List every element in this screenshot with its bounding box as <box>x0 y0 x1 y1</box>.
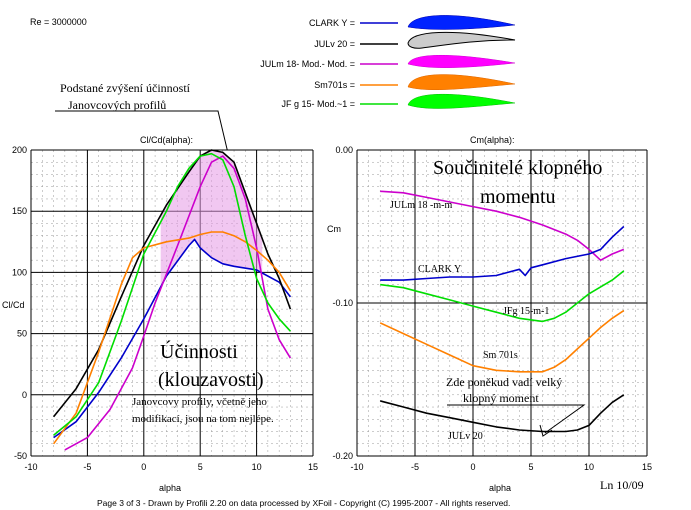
airfoil-shape-jfg-15 <box>407 93 516 109</box>
series-line-clark-y <box>380 225 625 281</box>
footer-credit: Page 3 of 3 - Drawn by Profili 2.20 on d… <box>97 498 510 508</box>
y-tick-label: 0.00 <box>335 145 353 155</box>
cl-cd-chart: Cl/Cd(alpha): -10 -5 0 5 10 15200150100500-50… <box>2 135 318 493</box>
cl-cd-series <box>52 149 292 451</box>
cl-cd-ylabel: Cl/Cd <box>2 300 25 310</box>
cl-cd-overlay-line2: (klouzavosti) <box>158 369 264 391</box>
cm-note-line1: Zde poněkud vadí velký <box>446 375 562 389</box>
airfoil-shape-julv-20 <box>407 31 516 49</box>
cm-note-arrow <box>539 424 553 437</box>
cm-overlay-line2: momentu <box>480 186 556 208</box>
y-tick-label: 100 <box>12 267 27 277</box>
y-tick-label: 0 <box>22 390 27 400</box>
x-tick-label: 15 <box>642 462 652 472</box>
series-line-sm701s <box>379 309 625 373</box>
legend-label-julv-20: JULv 20 = <box>314 39 355 49</box>
series-line-jf-g-15-mod-1 <box>380 270 625 323</box>
airfoil-shape-julm-18 <box>407 55 516 68</box>
y-tick-label: 150 <box>12 206 27 216</box>
reynolds-number: Re = 3000000 <box>30 17 87 27</box>
cm-ylabel: Cm <box>327 224 341 234</box>
x-tick-label: -10 <box>350 462 363 472</box>
cl-cd-note-line1: Janovcovy profily, včetně jeho <box>132 396 267 408</box>
x-tick-label: 5 <box>528 462 533 472</box>
cm-overlay-line1: Součinitelé klopného <box>433 157 602 179</box>
cm-note-leader <box>447 404 586 434</box>
annotation-increase-line1: Podstané zvýšení účinností <box>60 81 191 95</box>
x-tick-label: 15 <box>308 462 318 472</box>
y-tick-label: -50 <box>14 451 27 461</box>
cm-chart: Cm(alpha): -10 -5 0 5 10 150.00-0.10-0.20 Cm … <box>327 135 652 493</box>
cm-curve-label-jfg: JFg 15-m-1 <box>503 306 549 317</box>
airfoil-shape-clark-y <box>407 15 516 30</box>
x-tick-label: 5 <box>198 462 203 472</box>
y-tick-label: 200 <box>12 145 27 155</box>
cm-xlabel: alpha <box>489 483 511 493</box>
cm-note-line2: klopný moment <box>463 391 539 405</box>
annotation-increase-line2: Janovcových profilů <box>68 98 166 112</box>
cm-curve-label-julm: JULm 18 -m-m <box>390 200 452 211</box>
x-tick-label: -5 <box>411 462 419 472</box>
cm-curve-label-julv: JULv 20 <box>448 431 483 442</box>
cm-ticks: -10 -5 0 5 10 15 0.00 -0.10 -0.20 <box>332 145 652 472</box>
legend-label-julm-18: JULm 18- Mod.- Mod. = <box>260 59 355 69</box>
y-tick-label: -0.10 <box>332 298 353 308</box>
series-line-jf-g-15-mod-1 <box>53 152 291 436</box>
cm-series <box>379 190 625 433</box>
cm-title: Cm(alpha): <box>470 135 515 145</box>
cm-curve-label-clark: CLARK Y <box>418 264 461 275</box>
x-tick-label: 10 <box>252 462 262 472</box>
y-tick-label: -0.20 <box>332 451 353 461</box>
x-tick-label: 0 <box>141 462 146 472</box>
series-line-julv-20 <box>379 394 625 433</box>
cm-curve-label-sm: Sm 701s <box>483 350 518 361</box>
series-line-clark-y <box>53 238 292 439</box>
cl-cd-overlay-line1: Účinnosti <box>160 339 238 363</box>
series-line-julv-20 <box>52 149 292 418</box>
x-tick-label: -5 <box>83 462 91 472</box>
x-tick-label: 10 <box>584 462 594 472</box>
airfoil-shape-sm701s <box>407 74 516 91</box>
x-tick-label: 0 <box>470 462 475 472</box>
series-line-julm-18-mod-mod <box>380 190 625 262</box>
series-line-julm-18-mod-mod <box>64 155 292 451</box>
footer-ln: Ln 10/09 <box>600 478 644 492</box>
cl-cd-title: Cl/Cd(alpha): <box>140 135 193 145</box>
cl-cd-note-line2: modifikací, jsou na tom nejlépe. <box>132 413 274 425</box>
series-line-sm701s <box>52 231 292 445</box>
legend-label-sm701s: Sm701s = <box>314 80 355 90</box>
legend: CLARK Y = JULv 20 = JULm 18- Mod.- Mod. … <box>260 15 516 109</box>
cl-cd-xlabel: alpha <box>159 483 181 493</box>
efficiency-gain-fill <box>160 150 263 287</box>
legend-label-clark-y: CLARK Y = <box>309 18 355 28</box>
y-tick-label: 50 <box>17 329 27 339</box>
x-tick-label: -10 <box>24 462 37 472</box>
legend-label-jfg-15: JF g 15- Mod.~1 = <box>281 99 355 109</box>
